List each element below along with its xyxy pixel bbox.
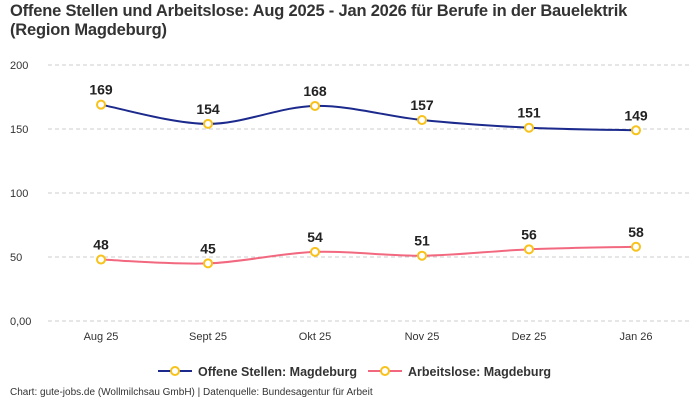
x-tick-label: Sept 25 xyxy=(189,331,227,343)
x-tick-label: Jan 26 xyxy=(619,331,652,343)
x-tick-label: Nov 25 xyxy=(405,331,440,343)
data-point[interactable] xyxy=(96,99,106,110)
y-tick-label: 50 xyxy=(10,252,22,264)
data-point[interactable] xyxy=(203,258,213,269)
legend-item-1[interactable]: Arbeitslose: Magdeburg xyxy=(368,365,551,379)
data-label: 157 xyxy=(410,97,434,113)
y-tick-label: 150 xyxy=(10,124,28,136)
legend-marker-icon xyxy=(380,366,390,376)
x-tick-label: Aug 25 xyxy=(84,331,119,343)
data-point[interactable] xyxy=(310,100,320,111)
data-label: 151 xyxy=(517,105,541,121)
x-tick-label: Okt 25 xyxy=(299,331,331,343)
data-point[interactable] xyxy=(524,122,534,133)
data-label: 45 xyxy=(200,240,216,256)
data-point[interactable] xyxy=(310,246,320,257)
data-point[interactable] xyxy=(631,241,641,252)
x-tick-label: Dez 25 xyxy=(512,331,547,343)
y-tick-label: 0,00 xyxy=(10,316,31,328)
data-point[interactable] xyxy=(417,115,427,126)
data-label: 58 xyxy=(628,224,644,240)
data-point[interactable] xyxy=(96,254,106,265)
y-tick-label: 200 xyxy=(10,60,28,72)
series-line-0 xyxy=(100,103,637,132)
data-label: 51 xyxy=(414,233,430,249)
data-label: 54 xyxy=(307,229,323,245)
data-label: 56 xyxy=(521,226,537,242)
data-point[interactable] xyxy=(203,118,213,129)
series-line-1 xyxy=(100,245,637,265)
data-point[interactable] xyxy=(631,125,641,136)
legend-item-0[interactable]: Offene Stellen: Magdeburg xyxy=(158,365,357,379)
data-label: 154 xyxy=(196,101,220,117)
legend-label: Offene Stellen: Magdeburg xyxy=(198,365,357,379)
legend-label: Arbeitslose: Magdeburg xyxy=(408,365,551,379)
data-label: 168 xyxy=(303,83,327,99)
legend-marker-icon xyxy=(170,366,180,376)
chart-title: Offene Stellen und Arbeitslose: Aug 2025… xyxy=(10,2,628,39)
data-label: 169 xyxy=(89,82,113,98)
data-label: 149 xyxy=(624,107,648,123)
data-point[interactable] xyxy=(524,244,534,255)
chart-footer: Chart: gute-jobs.de (Wollmilchsau GmbH) … xyxy=(10,387,373,398)
y-tick-label: 100 xyxy=(10,188,28,200)
data-label: 48 xyxy=(93,237,109,253)
data-point[interactable] xyxy=(417,250,427,261)
